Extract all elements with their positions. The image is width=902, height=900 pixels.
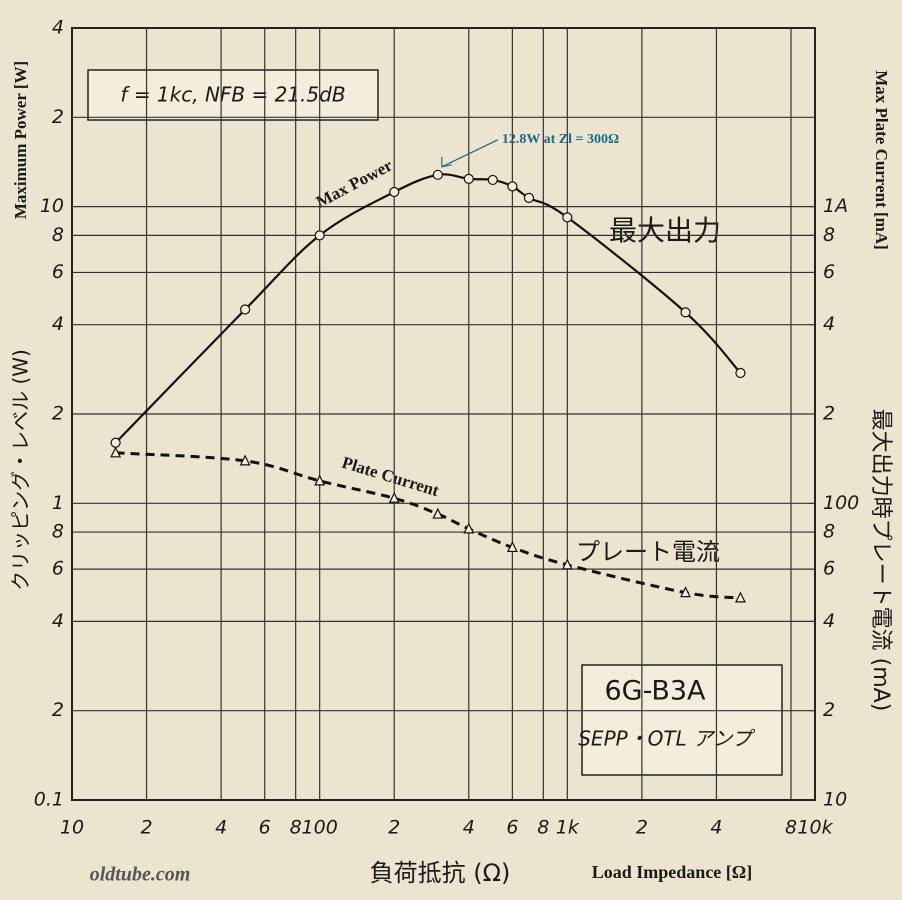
marker <box>239 454 251 466</box>
y2-tick-label: 1A <box>823 195 848 217</box>
marker <box>463 173 474 185</box>
y2-tick-label: 6 <box>823 558 835 580</box>
info-box <box>581 664 783 776</box>
marker <box>680 586 691 598</box>
marker <box>110 446 122 458</box>
y2-axis-label-jp: 最大出力時プレート電流 (mA) <box>868 409 893 712</box>
peak-arrow <box>441 139 499 168</box>
marker <box>487 174 498 186</box>
y-axis-label-jp: クリッピング・レベル (W) <box>9 349 33 591</box>
y-tick-label: 0.1 <box>34 789 64 811</box>
x-tick-label: 10k <box>797 817 833 839</box>
marker <box>507 181 518 192</box>
source: oldtube.com <box>90 864 191 886</box>
marker <box>314 230 325 241</box>
marker <box>110 437 121 448</box>
marker <box>735 367 746 379</box>
x-axis-label: Load Impedance [Ω] <box>592 862 752 882</box>
y-tick-label: 10 <box>40 195 64 217</box>
y-axis-label: Maximum Power [W] <box>11 61 30 219</box>
y-tick-label: 4 <box>52 17 64 39</box>
marker <box>506 541 518 553</box>
x-tick-label: 100 <box>302 817 338 839</box>
jp-current-label: プレート電流 <box>576 538 720 566</box>
x-tick-label: 6 <box>506 817 518 839</box>
y-tick-label: 2 <box>52 699 64 721</box>
y-tick-label: 6 <box>52 558 64 580</box>
marker <box>314 474 326 486</box>
y2-tick-label: 8 <box>823 224 835 246</box>
x-tick-label: 2 <box>388 817 400 839</box>
peak-arrow-head <box>441 156 452 168</box>
marker <box>388 491 400 503</box>
y-tick-label: 6 <box>52 261 64 283</box>
y-tick-label: 8 <box>52 224 64 246</box>
plot-frame <box>71 27 816 801</box>
y-tick-label: 2 <box>52 403 64 425</box>
marker <box>240 304 251 315</box>
box-title: 6G-B3A <box>604 676 706 707</box>
y2-tick-label: 4 <box>823 313 835 335</box>
y-tick-label: 2 <box>52 106 64 128</box>
y2-tick-label: 2 <box>823 403 835 425</box>
x-tick-label: 1k <box>556 817 580 839</box>
x-tick-label: 8 <box>537 817 549 839</box>
y2-tick-label: 2 <box>823 699 835 721</box>
y2-tick-label: 6 <box>823 261 835 283</box>
y-tick-label: 8 <box>52 521 64 543</box>
series-line <box>114 173 742 444</box>
x-tick-label: 2 <box>141 817 153 839</box>
marker <box>389 186 400 198</box>
marker <box>432 169 443 180</box>
marker <box>523 192 535 204</box>
y2-tick-label: 10 <box>823 789 847 811</box>
x-tick-label: 8 <box>785 817 797 839</box>
x-tick-label: 4 <box>215 817 227 839</box>
marker <box>463 522 475 534</box>
x-tick-label: 4 <box>463 817 475 839</box>
y-tick-label: 4 <box>52 313 64 335</box>
y-tick-label: 1 <box>52 492 64 514</box>
y2-axis-label: Max Plate Current [mA] <box>872 70 891 250</box>
y2-tick-label: 100 <box>823 492 859 514</box>
x-tick-label: 2 <box>636 817 648 839</box>
y2-tick-label: 4 <box>823 610 835 632</box>
x-tick-label: 10 <box>60 817 84 839</box>
x-axis-label-jp: 負荷抵抗 (Ω) <box>370 859 511 887</box>
box-subtitle: SEPP・OTL アンプ <box>578 727 756 751</box>
y2-tick-label: 8 <box>823 521 835 543</box>
marker <box>562 212 573 223</box>
annotation: f = 1kc, NFB = 21.5dB <box>120 83 345 107</box>
marker <box>734 591 746 603</box>
x-tick-label: 6 <box>259 817 271 839</box>
marker <box>680 307 691 318</box>
x-tick-label: 8 <box>290 817 302 839</box>
x-tick-label: 4 <box>710 817 722 839</box>
peak-note: 12.8W at Zl = 300Ω <box>502 132 619 147</box>
marker <box>561 558 573 570</box>
marker <box>432 507 444 519</box>
annotation-box <box>87 69 379 121</box>
jp-power-label: 最大出力 <box>609 214 721 247</box>
y-tick-label: 4 <box>52 610 64 632</box>
